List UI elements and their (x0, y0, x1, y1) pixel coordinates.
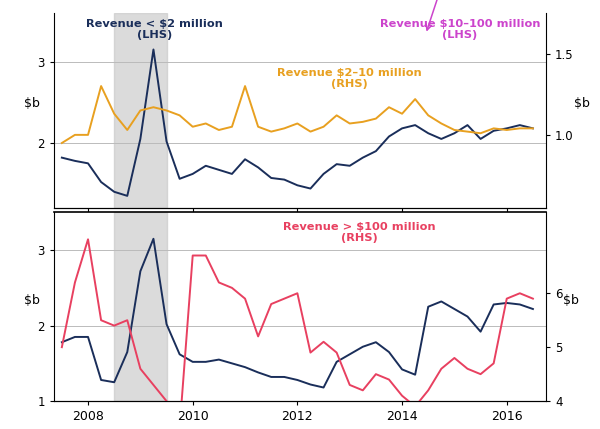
Text: Revenue $10–100 million
(LHS): Revenue $10–100 million (LHS) (380, 19, 540, 40)
Y-axis label: $b: $b (574, 97, 590, 110)
Y-axis label: $b: $b (24, 294, 40, 307)
Text: Revenue < $2 million
(LHS): Revenue < $2 million (LHS) (86, 19, 223, 40)
Y-axis label: $b: $b (563, 294, 579, 307)
Bar (114, 13, 167, 208)
Y-axis label: $b: $b (24, 97, 40, 110)
Text: Revenue > $100 million
(RHS): Revenue > $100 million (RHS) (283, 222, 436, 243)
Bar (114, 212, 167, 401)
Text: Revenue $2–10 million
(RHS): Revenue $2–10 million (RHS) (277, 67, 422, 89)
